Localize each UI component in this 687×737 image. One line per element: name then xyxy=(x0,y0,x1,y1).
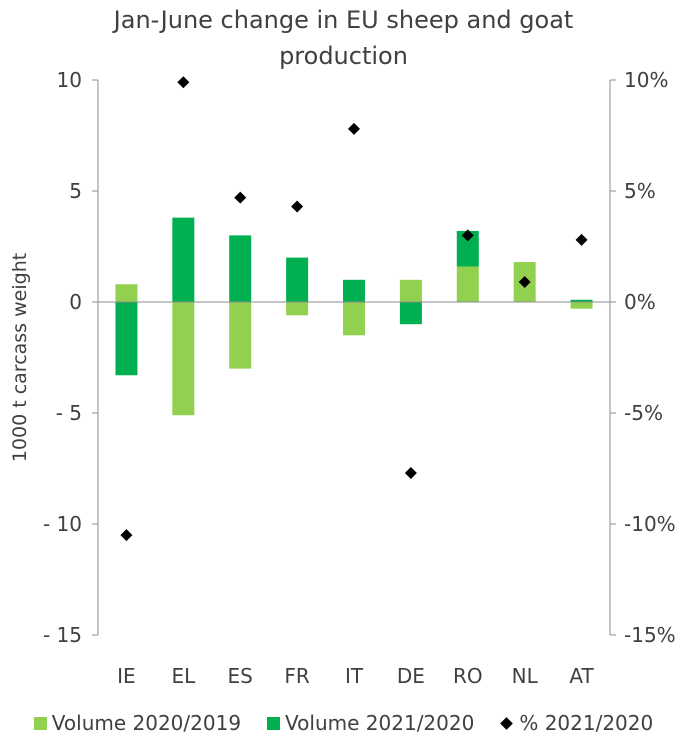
bar-volume-2021-2020-es xyxy=(229,235,252,302)
y-tick-label-left: 5 xyxy=(69,179,82,203)
bar-volume-2021-2020-fr xyxy=(286,257,309,302)
x-tick-label: FR xyxy=(284,664,310,688)
percent-marker-it xyxy=(348,122,360,135)
bar-volume-2021-2020-ie xyxy=(115,302,138,376)
y-tick-label-right: 5% xyxy=(624,179,656,203)
bar-volume-2020-2019-de xyxy=(399,279,422,302)
y-axis-title: 1000 t carcass weight xyxy=(9,253,31,462)
legend-swatch-light-green xyxy=(33,716,47,730)
legend-item-percent-2021-2020: % 2021/2020 xyxy=(500,711,653,735)
y-tick-label-left: - 15 xyxy=(43,623,82,647)
bar-volume-2020-2019-it xyxy=(343,302,365,336)
x-tick-label: ES xyxy=(228,664,253,688)
x-tick-label: RO xyxy=(453,664,483,688)
y-tick-label-left: 10 xyxy=(57,68,82,92)
y-tick-label-right: -10% xyxy=(624,512,676,536)
y-tick-label-left: 0 xyxy=(69,290,82,314)
bar-volume-2021-2020-ro xyxy=(456,230,479,267)
bar-volume-2020-2019-es xyxy=(229,302,252,369)
bar-volume-2020-2019-fr xyxy=(286,302,309,316)
bar-volume-2020-2019-at xyxy=(570,302,593,309)
bar-chart: 10 5 0 - 5 - 10 - 15 10% 5% 0% -5% -10% -15% 1000 t … xyxy=(9,68,676,688)
y-tick-label-right: 0% xyxy=(624,290,656,314)
percent-marker-nl xyxy=(518,276,531,289)
y-tick-label-right: 10% xyxy=(624,68,668,92)
legend-label-volume-2020-2019: Volume 2020/2019 xyxy=(51,711,242,735)
legend-item-volume-2021-2020: Volume 2021/2020 xyxy=(267,711,474,735)
percent-marker-de xyxy=(404,466,417,479)
x-tick-label: DE xyxy=(397,664,425,688)
bar-volume-2020-2019-el xyxy=(172,302,195,416)
bar-volume-2020-2019-ie xyxy=(115,284,138,302)
y-tick-label-right: -5% xyxy=(624,401,663,425)
bar-volume-2021-2020-de xyxy=(399,302,422,325)
chart-title-line-2: production xyxy=(279,42,408,70)
y-tick-label-right: -15% xyxy=(624,623,676,647)
percent-marker-ie xyxy=(120,529,133,542)
percent-marker-el xyxy=(177,76,190,89)
x-tick-label: AT xyxy=(569,664,594,688)
bar-volume-2021-2020-at xyxy=(570,299,593,302)
percent-marker-ro xyxy=(461,229,474,242)
x-tick-label: NL xyxy=(512,664,539,688)
chart-title-line-1: Jan-June change in EU sheep and goat xyxy=(113,6,574,34)
percent-marker-fr xyxy=(291,200,304,213)
y-tick-label-left: - 5 xyxy=(56,401,82,425)
legend: Volume 2020/2019 Volume 2021/2020 % 2021… xyxy=(0,709,687,737)
bar-volume-2021-2020-it xyxy=(343,279,365,302)
legend-diamond-marker-icon xyxy=(500,716,514,730)
x-tick-label: IE xyxy=(117,664,136,688)
legend-item-volume-2020-2019: Volume 2020/2019 xyxy=(33,711,242,735)
x-tick-label: IT xyxy=(345,664,364,688)
bar-volume-2021-2020-el xyxy=(172,217,195,302)
x-tick-label: EL xyxy=(171,664,196,688)
bar-volume-2020-2019-ro xyxy=(456,266,479,302)
percent-marker-es xyxy=(234,191,247,204)
legend-label-volume-2021-2020: Volume 2021/2020 xyxy=(285,711,475,735)
y-tick-label-left: - 10 xyxy=(43,512,82,536)
legend-swatch-green xyxy=(267,716,281,730)
percent-marker-at xyxy=(575,233,588,246)
legend-label-percent-2021-2020: % 2021/2020 xyxy=(519,711,654,735)
